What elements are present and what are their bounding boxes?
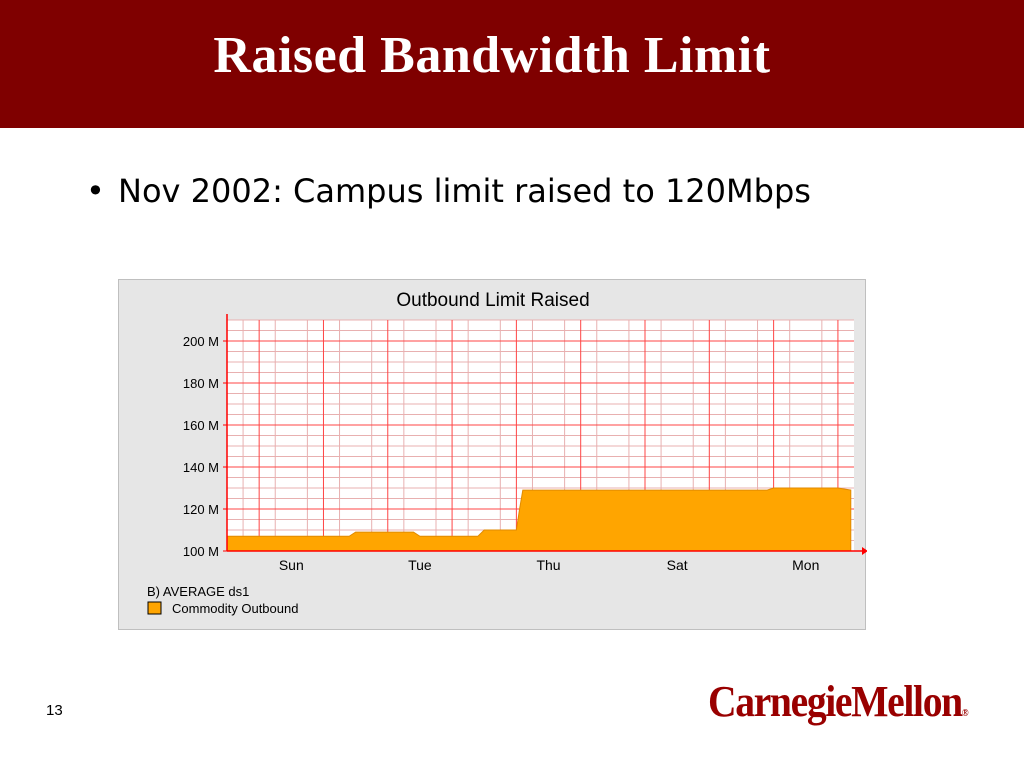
bullet-item: • Nov 2002: Campus limit raised to 120Mbp…	[86, 172, 811, 210]
bullet-text: Nov 2002: Campus limit raised to 120Mbps	[118, 172, 811, 210]
x-tick-label: Mon	[792, 557, 819, 573]
y-tick-label: 160 M	[183, 418, 219, 433]
legend-series-name: Commodity Outbound	[172, 601, 298, 616]
y-tick-label: 140 M	[183, 460, 219, 475]
chart-title: Outbound Limit Raised	[396, 290, 589, 311]
legend-header: B) AVERAGE ds1	[147, 584, 249, 599]
x-tick-label: Tue	[408, 557, 432, 573]
chart-frame: 100 M 120 M 140 M 160 M 180 M 200 M Sun Tue Thu S…	[118, 279, 867, 630]
y-tick-label: 200 M	[183, 334, 219, 349]
registered-mark: ®	[961, 708, 969, 719]
slide-title: Raised Bandwidth Limit	[213, 27, 771, 84]
legend-swatch	[147, 601, 162, 615]
carnegie-mellon-logo: CarnegieMellon®	[708, 676, 969, 727]
y-tick-label: 120 M	[183, 502, 219, 517]
x-tick-label: Sat	[667, 557, 688, 573]
x-tick-label: Sun	[279, 557, 304, 573]
y-tick-label: 100 M	[183, 544, 219, 559]
chart-svg: 100 M 120 M 140 M 160 M 180 M 200 M Sun Tue Thu S…	[147, 290, 867, 616]
title-bar	[0, 0, 1024, 128]
bullet-dot-icon: •	[86, 172, 105, 210]
series-area-commodity-outbound	[226, 487, 852, 552]
x-axis-arrow-icon	[862, 547, 867, 555]
page-number: 13	[46, 702, 63, 719]
x-tick-label: Thu	[536, 557, 560, 573]
logo-wordmark: CarnegieMellon	[708, 677, 963, 726]
y-tick-label: 180 M	[183, 376, 219, 391]
